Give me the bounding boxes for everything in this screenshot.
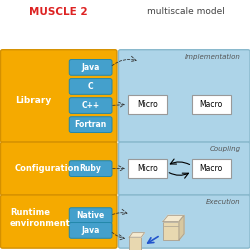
Polygon shape — [129, 232, 144, 237]
FancyBboxPatch shape — [69, 98, 112, 114]
Text: Java: Java — [82, 226, 100, 235]
Text: Fortran: Fortran — [74, 120, 107, 129]
Polygon shape — [179, 216, 184, 240]
Text: Macro: Macro — [200, 164, 223, 173]
Text: C: C — [88, 82, 94, 91]
FancyBboxPatch shape — [0, 142, 117, 195]
FancyBboxPatch shape — [69, 60, 112, 75]
FancyBboxPatch shape — [118, 195, 250, 248]
FancyBboxPatch shape — [0, 50, 117, 142]
FancyBboxPatch shape — [118, 50, 250, 142]
Text: Micro: Micro — [137, 100, 158, 109]
Text: Ruby: Ruby — [80, 164, 102, 173]
FancyBboxPatch shape — [69, 78, 112, 94]
Polygon shape — [163, 216, 184, 222]
Text: multiscale model: multiscale model — [146, 8, 224, 16]
Text: Configuration: Configuration — [15, 164, 80, 173]
FancyBboxPatch shape — [118, 142, 250, 195]
FancyBboxPatch shape — [129, 237, 141, 250]
FancyBboxPatch shape — [69, 161, 112, 176]
Text: C++: C++ — [82, 101, 100, 110]
Text: Java: Java — [82, 63, 100, 72]
Text: Library: Library — [15, 96, 51, 105]
Text: Implementation: Implementation — [184, 54, 240, 60]
Text: Runtime
environment: Runtime environment — [10, 208, 71, 228]
FancyBboxPatch shape — [69, 117, 112, 132]
Bar — [128, 95, 167, 114]
Text: Micro: Micro — [137, 164, 158, 173]
FancyBboxPatch shape — [0, 195, 117, 248]
Text: Coupling: Coupling — [210, 146, 240, 152]
FancyBboxPatch shape — [69, 208, 112, 224]
FancyBboxPatch shape — [163, 222, 179, 240]
Text: MUSCLE 2: MUSCLE 2 — [30, 8, 88, 18]
Bar — [192, 160, 231, 178]
Bar — [128, 160, 167, 178]
Text: Native: Native — [76, 211, 105, 220]
FancyBboxPatch shape — [69, 222, 112, 238]
Text: Execution: Execution — [206, 200, 240, 205]
Bar — [192, 95, 231, 114]
Text: Macro: Macro — [200, 100, 223, 109]
